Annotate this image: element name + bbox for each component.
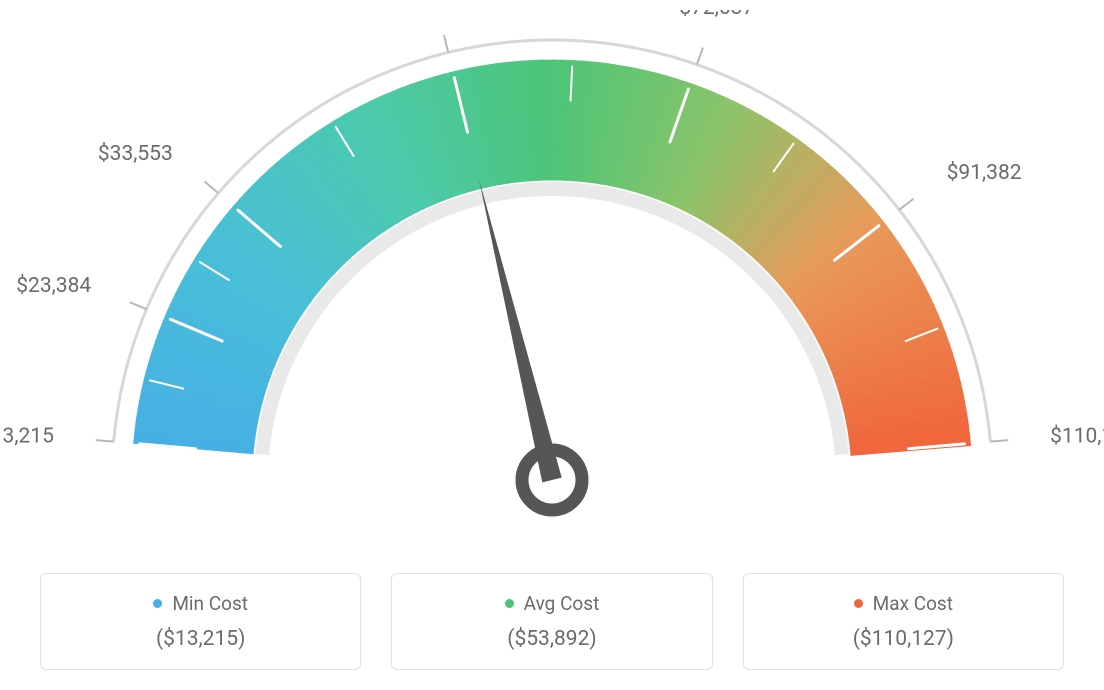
gauge-tick-label: $91,382 — [947, 161, 1022, 185]
chart-container: $13,215$23,384$33,553$53,892$72,637$91,3… — [0, 0, 1104, 690]
legend-avg-title: Avg Cost — [524, 592, 600, 615]
legend-max-title-row: Max Cost — [854, 592, 953, 615]
legend-max-title: Max Cost — [873, 592, 953, 615]
dot-icon — [153, 599, 162, 608]
gauge-tick-label: $23,384 — [16, 274, 91, 298]
legend-card-min: Min Cost ($13,215) — [40, 573, 361, 670]
colored-arc — [134, 60, 971, 455]
legend-max-value: ($110,127) — [754, 627, 1053, 651]
legend-row: Min Cost ($13,215) Avg Cost ($53,892) Ma… — [40, 573, 1064, 670]
gauge-tick-label: $33,553 — [98, 142, 173, 166]
gauge-tick-label: $13,215 — [0, 424, 54, 448]
legend-avg-title-row: Avg Cost — [505, 592, 600, 615]
gauge-tick-label: $72,637 — [679, 10, 754, 20]
dot-icon — [854, 599, 863, 608]
legend-min-title: Min Cost — [172, 592, 248, 615]
legend-min-value: ($13,215) — [51, 627, 350, 651]
gauge-svg: $13,215$23,384$33,553$53,892$72,637$91,3… — [0, 10, 1104, 560]
legend-avg-value: ($53,892) — [402, 627, 701, 651]
legend-min-title-row: Min Cost — [153, 592, 248, 615]
legend-card-max: Max Cost ($110,127) — [743, 573, 1064, 670]
gauge-area: $13,215$23,384$33,553$53,892$72,637$91,3… — [0, 10, 1104, 560]
dot-icon — [505, 599, 514, 608]
legend-card-avg: Avg Cost ($53,892) — [391, 573, 712, 670]
gauge-needle — [479, 179, 562, 483]
gauge-tick-label: $110,127 — [1050, 424, 1104, 448]
